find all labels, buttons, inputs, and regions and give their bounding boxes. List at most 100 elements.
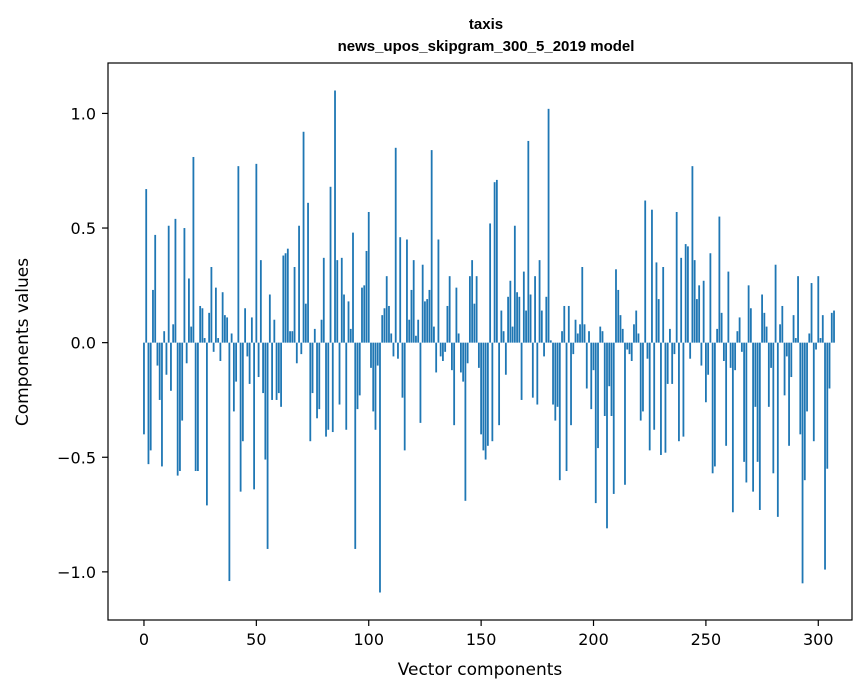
bar bbox=[237, 166, 240, 343]
bar bbox=[765, 326, 768, 343]
bar bbox=[435, 342, 438, 373]
bar bbox=[192, 156, 195, 343]
bar bbox=[612, 342, 615, 494]
bar bbox=[179, 342, 181, 472]
x-tick-label: 50 bbox=[246, 630, 266, 649]
bar bbox=[244, 308, 247, 343]
bar bbox=[194, 342, 197, 472]
bar bbox=[309, 342, 312, 442]
bar bbox=[271, 342, 273, 400]
bar bbox=[565, 342, 568, 472]
bar bbox=[716, 328, 719, 343]
bar bbox=[408, 319, 411, 343]
bar bbox=[430, 150, 433, 343]
bar bbox=[451, 342, 453, 371]
bar bbox=[239, 342, 242, 492]
chart-subtitle: news_upos_skipgram_300_5_2019 model bbox=[338, 38, 635, 55]
x-tick-label: 150 bbox=[466, 630, 497, 649]
bar bbox=[246, 342, 249, 357]
bar bbox=[574, 319, 577, 343]
bar bbox=[507, 296, 509, 343]
bar bbox=[250, 317, 253, 343]
bar bbox=[448, 276, 451, 343]
bar bbox=[691, 166, 694, 343]
bar bbox=[181, 342, 184, 421]
y-tick-label: 0.5 bbox=[71, 219, 96, 238]
bar bbox=[152, 289, 154, 343]
x-tick-label: 250 bbox=[691, 630, 722, 649]
bar bbox=[223, 315, 226, 343]
bar bbox=[599, 326, 602, 343]
bar bbox=[572, 342, 575, 355]
bar bbox=[830, 312, 833, 343]
bar bbox=[727, 271, 730, 343]
bar bbox=[188, 278, 190, 343]
bar bbox=[277, 342, 280, 394]
bar bbox=[273, 319, 276, 343]
bar bbox=[457, 333, 460, 343]
bar bbox=[626, 342, 629, 350]
bar bbox=[806, 342, 808, 412]
bar bbox=[221, 292, 224, 343]
bar bbox=[201, 308, 204, 343]
bar bbox=[486, 342, 489, 446]
bar bbox=[484, 342, 487, 460]
chart-title: taxis bbox=[469, 16, 503, 33]
bar bbox=[282, 255, 285, 343]
bar bbox=[743, 342, 746, 462]
bar bbox=[504, 342, 507, 375]
bar bbox=[406, 239, 408, 343]
bar bbox=[156, 342, 159, 366]
bar bbox=[241, 342, 244, 442]
bar bbox=[758, 342, 761, 510]
bar bbox=[307, 202, 309, 343]
bar bbox=[320, 319, 323, 343]
bar bbox=[475, 276, 478, 343]
bar bbox=[491, 342, 494, 442]
bar bbox=[147, 342, 150, 465]
bar bbox=[529, 294, 532, 343]
bar bbox=[633, 324, 635, 343]
bar bbox=[554, 342, 557, 421]
bar bbox=[752, 342, 754, 492]
bar bbox=[702, 280, 705, 343]
bar bbox=[340, 257, 343, 343]
bar bbox=[549, 340, 552, 343]
bar bbox=[291, 331, 294, 343]
y-tick-label: 0.0 bbox=[71, 334, 96, 353]
bar bbox=[556, 342, 559, 407]
bar bbox=[520, 342, 523, 400]
bar bbox=[433, 326, 435, 343]
bar bbox=[331, 342, 334, 433]
bar bbox=[615, 269, 617, 343]
bar bbox=[754, 342, 757, 407]
bar bbox=[642, 342, 644, 412]
bar bbox=[684, 244, 687, 343]
bar bbox=[280, 342, 282, 407]
bar bbox=[154, 234, 157, 343]
bar bbox=[785, 342, 788, 357]
bar bbox=[460, 342, 462, 373]
bar bbox=[763, 312, 766, 343]
bar bbox=[781, 305, 784, 343]
bar bbox=[197, 342, 199, 472]
bar bbox=[722, 342, 725, 361]
bar bbox=[736, 331, 739, 343]
bar bbox=[689, 342, 692, 359]
bar bbox=[158, 342, 161, 400]
bar bbox=[518, 296, 521, 343]
bar bbox=[376, 342, 379, 366]
bar bbox=[356, 342, 359, 410]
bar bbox=[707, 342, 710, 375]
bar bbox=[666, 342, 669, 384]
bar bbox=[675, 211, 678, 343]
bar bbox=[815, 342, 817, 350]
bar bbox=[266, 342, 269, 549]
bar bbox=[619, 315, 622, 343]
bar bbox=[428, 289, 431, 343]
bar bbox=[828, 342, 831, 389]
bar bbox=[687, 246, 689, 343]
bar bbox=[248, 342, 251, 384]
y-axis-label: Components values bbox=[13, 258, 33, 426]
